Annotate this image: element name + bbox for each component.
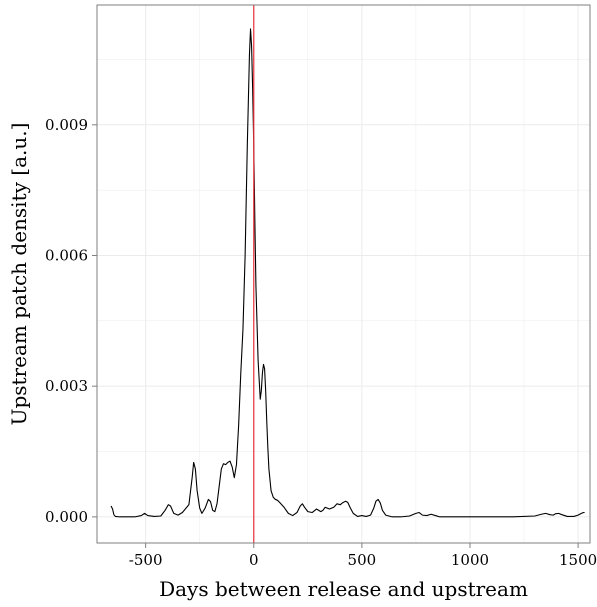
x-tick-label: 500 (348, 551, 377, 569)
x-tick-label: 1500 (559, 551, 597, 569)
y-axis-ticks: 0.000 0.003 0.006 0.009 (45, 116, 97, 526)
series-layer (110, 28, 585, 518)
grid-minor (97, 5, 590, 543)
x-axis-title: Days between release and upstream (159, 577, 528, 601)
plot-frame (96, 4, 591, 544)
x-tick-label: -500 (129, 551, 163, 569)
y-tick-label: 0.003 (45, 377, 88, 395)
y-axis-title: Upstream patch density [a.u.] (7, 123, 31, 426)
x-axis-ticks: -500 0 500 1000 1500 (129, 543, 597, 569)
x-tick-label: 1000 (451, 551, 489, 569)
x-tick-label: 0 (249, 551, 259, 569)
y-tick-label: 0.009 (45, 116, 88, 134)
density-line (110, 28, 585, 518)
y-tick-label: 0.000 (45, 508, 88, 526)
y-tick-label: 0.006 (45, 246, 88, 264)
